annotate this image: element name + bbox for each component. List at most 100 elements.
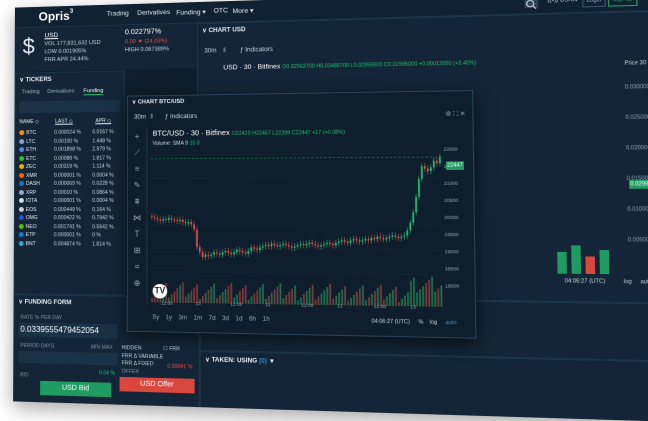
- range-1m[interactable]: 1m: [193, 315, 202, 321]
- ticker-row[interactable]: XMR 0.000001 % 0.0004 %: [19, 171, 114, 179]
- range-1d[interactable]: 1d: [235, 316, 242, 322]
- candle: [376, 237, 378, 240]
- chart-usd-auto[interactable]: auto: [640, 279, 648, 286]
- logo[interactable]: Opris3: [39, 9, 74, 24]
- axis-tick-label: 20000: [444, 215, 458, 220]
- chart-usd-log[interactable]: log: [624, 279, 632, 286]
- frr-checkbox[interactable]: ☐ FRR: [163, 346, 180, 353]
- col-last[interactable]: LAST ◇: [55, 119, 73, 125]
- candle: [379, 237, 381, 238]
- chart-btcusd-window[interactable]: ∨ CHART BTC/USD 30m ⫴ ƒ Indicators + ⟋ ≡…: [127, 90, 477, 339]
- indicators-button[interactable]: ƒ Indicators: [240, 47, 273, 54]
- candle: [400, 237, 402, 238]
- ticker-row[interactable]: ETC 0.00088 % 1.817 %: [19, 154, 111, 163]
- time-tick-label: 12:00: [374, 304, 387, 310]
- login-button[interactable]: Login: [582, 0, 606, 7]
- frr-fixed-option[interactable]: FRR Δ FIXED: [122, 360, 154, 367]
- ticker-row[interactable]: DASH 0.000069 % 0.0228 %: [19, 180, 114, 188]
- ticker-row[interactable]: ZEC 0.00319 % 1.114 %: [19, 162, 110, 171]
- ticker-row[interactable]: OMG 0.000422 % 0.7942 %: [19, 214, 114, 222]
- ticker-last: 0.000422 %: [54, 214, 92, 222]
- fib-icon[interactable]: ⩩: [131, 196, 143, 208]
- interval-select[interactable]: 30m: [204, 48, 216, 54]
- signup-button[interactable]: Sign up: [608, 0, 638, 7]
- nav-trading[interactable]: Trading: [107, 10, 129, 18]
- col-apr[interactable]: APR ◇: [95, 118, 111, 124]
- ticker-search-input[interactable]: [19, 100, 119, 114]
- ticker-row[interactable]: ETP 0.000001 % 0 %: [19, 231, 101, 239]
- nav-derivatives[interactable]: Derivatives: [137, 9, 170, 17]
- search-icon[interactable]: [524, 0, 538, 8]
- ticker-row[interactable]: BNT 0.004874 % 1.814 %: [19, 240, 111, 249]
- chart-btcusd-title[interactable]: ∨ CHART BTC/USD: [132, 99, 184, 106]
- rate-input[interactable]: 0.0339555479452054: [18, 323, 117, 339]
- range-1h[interactable]: 1h: [263, 317, 270, 323]
- range-3m[interactable]: 3m: [178, 315, 187, 321]
- tab-funding[interactable]: Funding: [83, 88, 103, 95]
- filter-icon[interactable]: ▼: [269, 359, 275, 365]
- usd-offer-button[interactable]: USD Offer: [120, 377, 195, 394]
- user-region[interactable]: ((•)) US-IN: [547, 0, 577, 4]
- ticker-apr: 0 %: [92, 232, 101, 238]
- crosshair-icon[interactable]: +: [131, 131, 143, 143]
- ticker-symbol[interactable]: USD: [44, 32, 58, 39]
- auto-toggle[interactable]: auto: [445, 320, 456, 327]
- nav-more[interactable]: More ▾: [232, 6, 253, 15]
- pattern-icon[interactable]: ⋈: [131, 212, 143, 224]
- col-name[interactable]: NAME ◇: [19, 119, 39, 125]
- period-input[interactable]: [18, 351, 117, 366]
- coin-icon: [19, 241, 24, 246]
- ticker-apr: 1.114 %: [92, 163, 110, 169]
- modal-candles-icon[interactable]: ⫴: [151, 114, 154, 121]
- log-toggle[interactable]: log: [430, 320, 438, 327]
- ticker-apr: 1.448 %: [92, 138, 111, 144]
- candle: [276, 245, 278, 246]
- ticker-row[interactable]: EOS 0.000449 % 0.164 %: [19, 206, 111, 214]
- candle: [230, 253, 232, 255]
- candle: [430, 167, 432, 171]
- price-range-select[interactable]: Price 30 days: [624, 60, 648, 67]
- frr-variable-option[interactable]: FRR Δ VARIABLE: [122, 353, 164, 360]
- volume-bar: [380, 285, 382, 306]
- ticker-row[interactable]: XRP 0.00010 % 0.0864 %: [19, 188, 114, 196]
- horizontal-lines-icon[interactable]: ≡: [131, 163, 143, 175]
- text-tool-icon[interactable]: T: [131, 228, 143, 240]
- ticker-row[interactable]: NEO 0.001741 % 0.5642 %: [19, 223, 114, 231]
- tab-derivatives[interactable]: Derivatives: [47, 89, 74, 95]
- range-7d[interactable]: 7d: [209, 316, 216, 322]
- zoom-icon[interactable]: ⊕: [131, 278, 143, 290]
- ticker-row[interactable]: IOTA 0.000001 % 0.0004 %: [19, 197, 114, 205]
- ticker-row[interactable]: BTC 0.000024 % 0.0167 %: [19, 128, 114, 137]
- ticker-row[interactable]: LTC 0.00100 % 1.448 %: [19, 137, 111, 146]
- candle: [279, 245, 281, 246]
- candle: [433, 161, 435, 167]
- coin-icon: [19, 207, 24, 212]
- modal-settings-icon[interactable]: ⚙ ⛶ ✕: [445, 110, 465, 119]
- measure-icon[interactable]: ⊞: [131, 245, 143, 257]
- modal-indicators-button[interactable]: ƒ Indicators: [165, 114, 197, 121]
- range-5y[interactable]: 5y: [153, 315, 160, 321]
- nav-otc[interactable]: OTC: [214, 7, 228, 15]
- ruler-icon[interactable]: ⌗: [131, 261, 143, 273]
- chart-usd-volume-bars: [552, 241, 623, 274]
- tradingview-logo[interactable]: TV: [153, 284, 168, 299]
- nav-funding[interactable]: Funding ▾: [176, 8, 206, 17]
- ticker-row[interactable]: ETH 0.001898 % 2.979 %: [19, 145, 111, 154]
- candle: [256, 249, 258, 250]
- candle: [242, 251, 244, 252]
- hidden-checkbox[interactable]: HIDDEN: [122, 345, 142, 352]
- range-6h[interactable]: 6h: [249, 316, 256, 322]
- axis-tick-label: 19000: [445, 249, 459, 254]
- range-3d[interactable]: 3d: [222, 316, 229, 322]
- grid-line: [151, 153, 442, 155]
- percent-toggle[interactable]: %: [418, 319, 423, 326]
- trendline-icon[interactable]: ⟋: [131, 147, 143, 159]
- tab-trading[interactable]: Trading: [21, 89, 39, 95]
- volume-bar: [280, 283, 282, 304]
- range-1y[interactable]: 1y: [165, 315, 172, 321]
- btcusd-candles[interactable]: [151, 147, 444, 307]
- brush-icon[interactable]: ✎: [131, 180, 143, 192]
- usd-bid-button[interactable]: USD Bid: [40, 381, 111, 397]
- modal-interval-select[interactable]: 30m: [134, 115, 146, 121]
- candles-icon[interactable]: ⫴: [223, 48, 226, 55]
